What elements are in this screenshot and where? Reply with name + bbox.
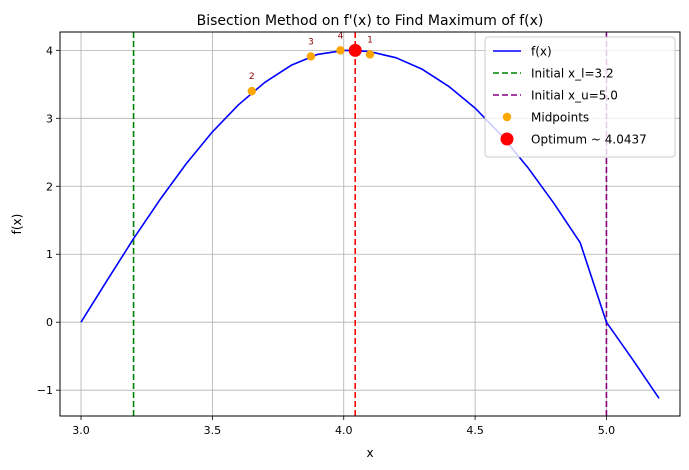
y-tick-label: 0 <box>46 316 53 329</box>
x-tick-label: 3.5 <box>204 424 222 437</box>
y-axis-label: f(x) <box>10 214 24 235</box>
midpoint-marker <box>306 52 316 61</box>
midpoint-marker <box>365 50 375 59</box>
y-tick-label: 4 <box>46 44 53 57</box>
x-tick-label: 4.5 <box>466 424 484 437</box>
plot-area-frame <box>59 31 681 417</box>
y-tick-label: −1 <box>37 384 53 397</box>
chart-title: Bisection Method on f'(x) to Find Maximu… <box>197 13 544 29</box>
x-axis-label: x <box>366 446 373 460</box>
x-tick-label: 5.0 <box>598 424 616 437</box>
markers: 1 2 3 4 <box>247 31 375 96</box>
midpoint-label: 4 <box>338 31 344 41</box>
legend-label: Initial x_u=5.0 <box>531 89 618 103</box>
x-tick-label: 3.0 <box>72 424 90 437</box>
midpoint-marker <box>336 46 345 55</box>
legend-box <box>484 36 676 158</box>
y-tick-label: 3 <box>46 112 53 125</box>
legend-label: Initial x_l=3.2 <box>531 67 614 81</box>
legend-swatch-midpoints <box>502 112 512 122</box>
series <box>80 49 660 399</box>
midpoint-label: 2 <box>249 72 255 82</box>
optimum-point <box>348 43 362 57</box>
midpoint-marker <box>247 86 256 96</box>
midpoint-label: 3 <box>308 37 314 47</box>
legend-swatch-optimum <box>500 132 514 146</box>
y-tick-label: 1 <box>46 248 53 261</box>
legend-label: Optimum ~ 4.0437 <box>531 133 647 147</box>
legend: f(x) Initial x_l=3.2 Initial x_u=5.0 Midpoi… <box>484 36 676 158</box>
legend-label: Midpoints <box>531 111 589 125</box>
fx-curve <box>80 49 660 399</box>
y-tick-label: 2 <box>46 180 53 193</box>
ticks: 3.0 3.5 4.0 4.5 5.0 −1 0 1 2 3 4 <box>37 44 615 437</box>
midpoint-label: 1 <box>367 35 373 45</box>
legend-label: f(x) <box>531 45 552 59</box>
x-tick-label: 4.0 <box>335 424 353 437</box>
